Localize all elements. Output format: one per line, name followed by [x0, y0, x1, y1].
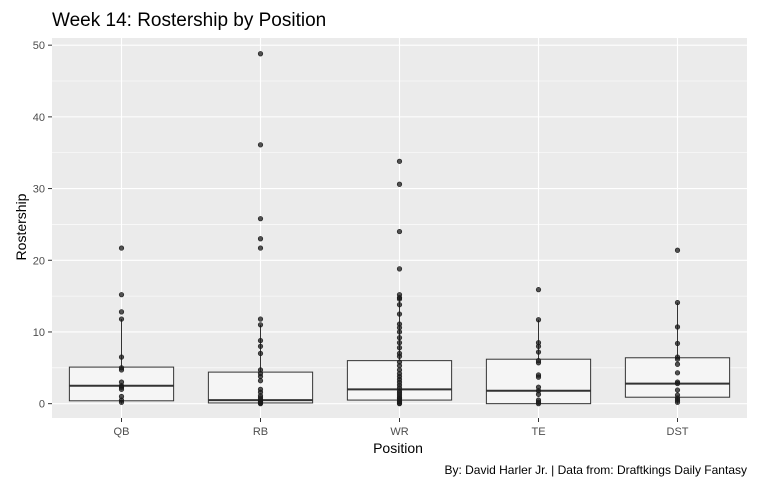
data-point [396, 181, 403, 187]
x-tick-label-te: TE [531, 426, 545, 438]
data-point [535, 391, 542, 397]
data-point [396, 353, 403, 359]
data-point [396, 325, 403, 331]
data-point [674, 361, 681, 367]
y-axis-title: Rostership [13, 193, 29, 260]
data-point [257, 378, 264, 384]
data-point [257, 350, 264, 357]
data-point [674, 380, 681, 387]
x-tick-label-wr: WR [390, 426, 408, 438]
data-point [396, 345, 403, 351]
data-point [257, 401, 264, 407]
y-tick-label: 40 [33, 112, 45, 124]
y-tick-label: 30 [33, 184, 45, 196]
data-point [257, 316, 264, 322]
points-wr [396, 158, 403, 407]
points-dst [674, 247, 681, 405]
x-axis-ticks: QB RB WR TE DST [114, 418, 689, 438]
data-point [118, 245, 125, 251]
data-point [118, 367, 125, 373]
points-rb [257, 51, 264, 407]
y-tick-label: 10 [33, 327, 45, 339]
iqr-box [485, 358, 592, 405]
data-point [535, 317, 542, 323]
data-point [674, 370, 681, 376]
x-tick-label-qb: QB [114, 426, 130, 438]
x-tick-label-rb: RB [253, 426, 268, 438]
data-point [535, 343, 542, 349]
data-point [257, 373, 264, 380]
data-point [396, 340, 403, 346]
chart-title: Week 14: Rostership by Position [52, 10, 326, 31]
data-point [396, 335, 403, 341]
data-point [674, 247, 681, 253]
data-point [535, 374, 542, 380]
data-point [396, 311, 403, 317]
data-point [257, 337, 264, 344]
data-point [535, 349, 542, 355]
data-point [396, 302, 403, 308]
data-point [674, 324, 681, 330]
data-point [118, 354, 125, 360]
data-point [257, 216, 264, 222]
data-point [396, 266, 403, 272]
data-point [396, 329, 403, 335]
data-point [118, 292, 125, 298]
chart-caption: By: David Harler Jr. | Data from: Draftk… [444, 463, 747, 477]
data-point [396, 158, 403, 164]
data-point [257, 142, 264, 148]
data-point [396, 228, 403, 235]
data-point [257, 245, 264, 251]
data-point [396, 296, 403, 302]
data-point [396, 401, 403, 407]
data-point [257, 51, 264, 57]
points-te [535, 287, 542, 407]
data-point [118, 399, 125, 405]
data-point [674, 399, 681, 405]
y-tick-label: 0 [39, 399, 45, 411]
y-axis-ticks: 0 10 20 30 40 50 [33, 40, 52, 411]
data-point [396, 363, 403, 369]
y-tick-label: 20 [33, 255, 45, 267]
data-point [257, 343, 264, 349]
data-point [257, 236, 264, 242]
data-point [118, 309, 125, 315]
data-point [257, 322, 264, 328]
grid-major [52, 38, 747, 418]
data-point [118, 316, 125, 322]
data-point [535, 401, 542, 407]
data-point [674, 356, 681, 362]
x-tick-label-dst: DST [667, 426, 689, 438]
data-point [674, 340, 681, 347]
data-point [674, 299, 681, 306]
points-qb [118, 245, 125, 405]
data-point [535, 360, 542, 366]
data-points [118, 51, 681, 407]
data-point [535, 287, 542, 293]
y-tick-label: 50 [33, 40, 45, 52]
data-point [674, 387, 681, 393]
data-point [118, 386, 125, 392]
x-axis-title: Position [373, 440, 423, 456]
